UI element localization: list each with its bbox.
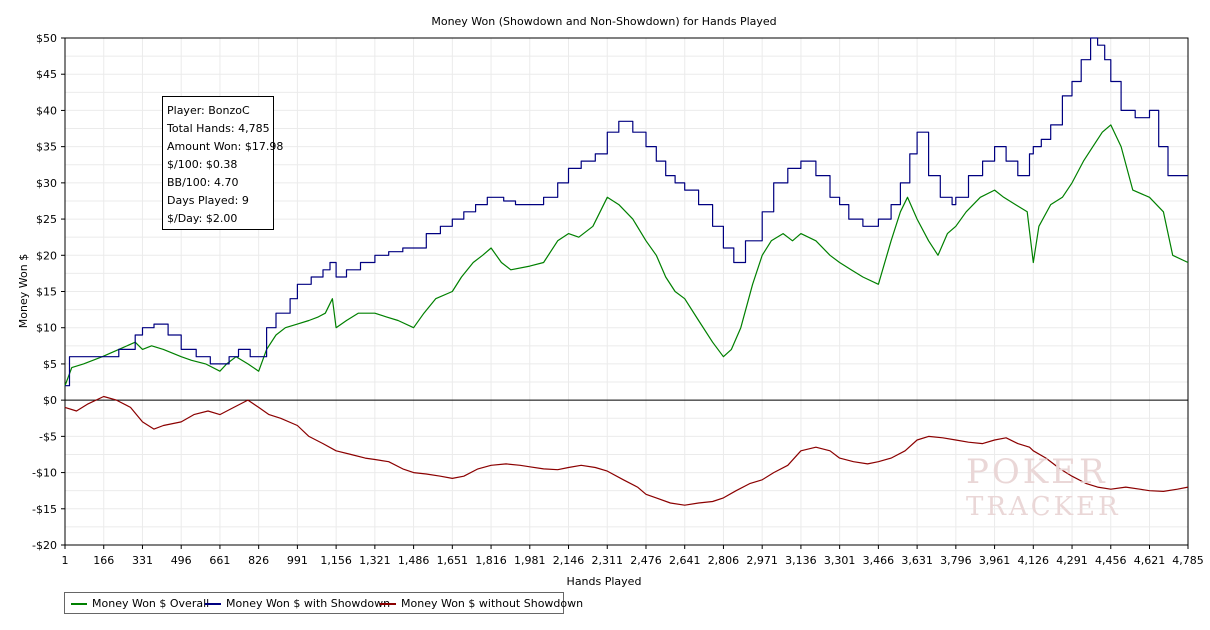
x-tick-label: 1,651: [437, 554, 469, 567]
x-tick-label: 3,136: [785, 554, 817, 567]
x-tick-label: 2,146: [553, 554, 585, 567]
chart-legend: Money Won $ Overall Money Won $ with Sho…: [64, 592, 583, 614]
legend-item-overall: Money Won $ Overall: [71, 597, 209, 610]
y-tick-label: -$10: [32, 467, 57, 480]
x-tick-label: 3,631: [901, 554, 933, 567]
chart-title: Money Won (Showdown and Non-Showdown) fo…: [431, 15, 776, 28]
y-axis-ticks: -$20 -$15 -$10 -$5 $0 $5 $10 $15 $20 $25 $30 $35 $40…: [32, 32, 65, 552]
x-axis-title: Hands Played: [567, 575, 642, 588]
legend-swatch-without-showdown: [380, 602, 396, 605]
x-tick-label: 1: [62, 554, 69, 567]
y-tick-label: $0: [43, 394, 57, 407]
x-tick-label: 1,321: [359, 554, 391, 567]
y-tick-label: $30: [36, 177, 57, 190]
y-tick-label: $35: [36, 141, 57, 154]
series-layer: [64, 37, 1189, 506]
legend-item-with-showdown: Money Won $ with Showdown: [205, 597, 390, 610]
legend-swatch-overall: [71, 602, 87, 605]
y-tick-label: $25: [36, 213, 57, 226]
y-tick-label: $10: [36, 322, 57, 335]
stat-total-hands: Total Hands: 4,785: [167, 122, 270, 135]
x-tick-label: 166: [93, 554, 114, 567]
x-tick-label: 4,291: [1056, 554, 1088, 567]
y-tick-label: $45: [36, 68, 57, 81]
player-stats-box: Player: BonzoC Total Hands: 4,785 Amount…: [162, 96, 284, 230]
watermark-line-2: TRACKER: [966, 492, 1121, 522]
x-tick-label: 661: [209, 554, 230, 567]
y-tick-label: $20: [36, 249, 57, 262]
x-tick-label: 4,126: [1018, 554, 1050, 567]
legend-swatch-with-showdown: [205, 602, 221, 605]
legend-item-without-showdown: Money Won $ without Showdown: [380, 597, 583, 610]
x-tick-label: 1,981: [514, 554, 546, 567]
y-tick-label: $40: [36, 104, 57, 117]
series-line-without-showdown: [64, 395, 1189, 506]
x-tick-label: 4,621: [1134, 554, 1166, 567]
stat-player: Player: BonzoC: [167, 104, 250, 117]
y-tick-label: $5: [43, 358, 57, 371]
x-tick-label: 331: [132, 554, 153, 567]
poker-tracker-watermark: POKER TRACKER: [966, 452, 1166, 526]
y-tick-label: -$20: [32, 539, 57, 552]
x-tick-label: 2,476: [630, 554, 662, 567]
x-tick-label: 4,785: [1172, 554, 1204, 567]
y-tick-label: -$5: [39, 430, 57, 443]
x-tick-label: 3,796: [940, 554, 972, 567]
y-tick-label: $15: [36, 286, 57, 299]
x-tick-label: 1,156: [320, 554, 352, 567]
x-axis-ticks: 1 166 331 496 661 826 991 1,156 1,321 1,486 1,651 1…: [62, 545, 1204, 567]
stat-bb-per-100: BB/100: 4.70: [167, 176, 239, 189]
stat-dollars-per-day: $/Day: $2.00: [167, 212, 238, 225]
x-tick-label: 1,486: [398, 554, 430, 567]
x-tick-label: 3,466: [863, 554, 895, 567]
x-tick-label: 2,971: [746, 554, 778, 567]
x-tick-label: 2,311: [592, 554, 624, 567]
y-tick-label: $50: [36, 32, 57, 45]
y-axis-title: Money Won $: [17, 254, 30, 328]
x-tick-label: 496: [171, 554, 192, 567]
x-tick-label: 3,961: [979, 554, 1011, 567]
stat-dollars-per-100: $/100: $0.38: [167, 158, 238, 171]
stat-days-played: Days Played: 9: [167, 194, 249, 207]
legend-label-with-showdown: Money Won $ with Showdown: [226, 597, 391, 610]
legend-label-overall: Money Won $ Overall: [92, 597, 210, 610]
legend-label-without-showdown: Money Won $ without Showdown: [401, 597, 584, 610]
x-tick-label: 4,456: [1095, 554, 1127, 567]
y-tick-label: -$15: [32, 503, 57, 516]
x-tick-label: 991: [287, 554, 308, 567]
x-tick-label: 2,641: [669, 554, 701, 567]
x-tick-label: 1,816: [475, 554, 507, 567]
x-tick-label: 826: [248, 554, 269, 567]
series-line-with-showdown: [65, 37, 1188, 387]
watermark-line-1: POKER: [966, 452, 1108, 492]
stat-amount-won: Amount Won: $17.98: [167, 140, 284, 153]
x-tick-label: 2,806: [708, 554, 740, 567]
x-tick-label: 3,301: [824, 554, 856, 567]
